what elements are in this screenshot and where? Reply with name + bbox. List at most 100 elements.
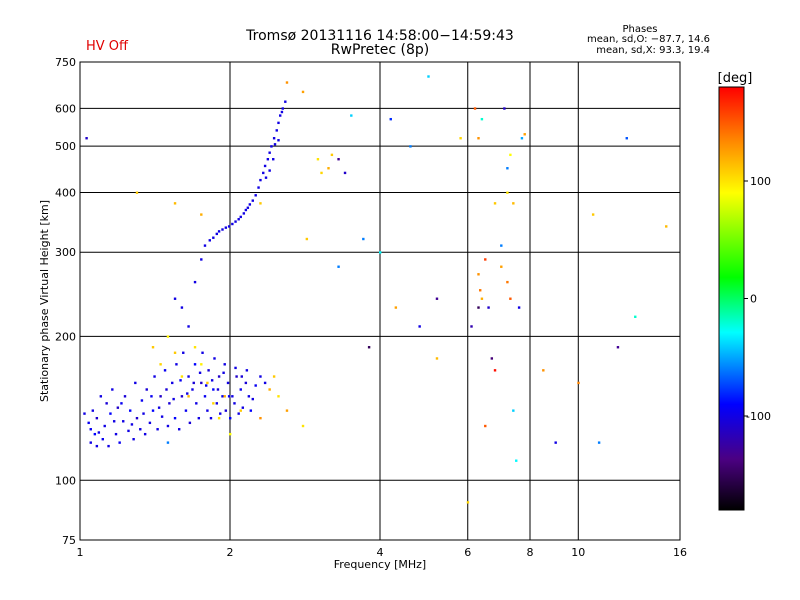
data-point [305,237,309,241]
data-point [216,388,220,391]
data-point [517,306,521,309]
data-point [123,395,127,398]
data-point [625,137,628,140]
data-point [418,325,421,328]
data-point [277,139,280,142]
data-point [665,225,668,228]
data-point [200,213,203,216]
data-point [173,351,177,354]
data-point [320,171,323,175]
data-point [248,203,252,206]
data-point [512,202,515,205]
data-point [247,395,251,398]
data-point [241,406,245,409]
data-point [201,351,204,354]
data-point [484,258,487,261]
data-point [89,441,92,444]
data-point [234,366,237,370]
data-point [203,395,207,398]
colorbar-ticks: -100 0 100 [744,175,771,423]
data-point [506,167,509,170]
data-point [191,388,194,391]
data-point [97,431,101,434]
data-point [111,388,114,391]
data-point [263,381,267,385]
data-point [285,81,289,84]
data-point [350,114,353,117]
data-point [227,225,231,228]
y-axis-label: Stationary phase Virtual Height [km] [38,200,51,402]
data-point [212,388,215,391]
data-point [159,363,162,366]
data-point [200,363,203,366]
data-point [237,412,240,415]
data-point [87,421,90,425]
data-point [362,237,365,241]
data-point [168,402,171,405]
y-tick-label: 500 [55,140,76,153]
data-point [153,375,156,378]
data-point [251,397,254,401]
data-point [389,117,392,121]
stats-line-o: mean, sd,O: −87.7, 14.6 [587,34,710,45]
data-point [263,164,267,168]
data-point [285,409,289,412]
data-point [634,315,637,319]
data-point [379,251,382,254]
data-point [135,416,139,420]
data-point [95,444,99,448]
data-point [275,129,278,132]
data-point [173,202,177,205]
data-point [114,432,118,436]
data-point [180,395,184,398]
data-point [91,409,95,412]
data-point [180,375,184,378]
data-point [279,114,282,117]
data-point [212,402,215,405]
data-point [231,395,234,398]
data-point [166,424,170,428]
x-tick-label: 2 [227,546,234,559]
data-point [480,297,484,300]
data-point [242,212,246,215]
data-point [273,143,277,146]
data-point [204,384,208,387]
data-point [240,375,243,378]
data-point [175,363,178,366]
data-point [591,213,595,216]
data-point [259,375,262,378]
y-tick-label: 600 [55,102,76,115]
data-point [509,297,512,300]
data-point [259,202,262,205]
data-point [459,137,462,140]
data-point [207,369,210,372]
data-point [166,335,170,338]
data-point [281,107,284,110]
data-point [503,107,506,110]
data-point [140,399,144,402]
data-point [221,228,224,231]
colorbar-tick-label: 0 [750,293,757,306]
data-point [142,412,145,415]
data-point [254,384,257,387]
data-point [597,441,601,444]
data-point [249,409,253,412]
data-point [212,236,215,239]
data-point [151,346,155,349]
data-point [222,371,225,374]
data-point [480,117,484,121]
data-point [143,432,147,436]
data-point [233,402,236,405]
data-point [105,402,108,405]
data-point [118,441,121,444]
data-point [132,437,135,441]
data-point [203,244,207,247]
data-point [239,409,242,412]
data-point [198,371,202,374]
data-point [85,137,88,140]
data-point [327,167,330,170]
data-point [217,230,221,233]
data-point [251,199,254,202]
colorbar-tick-label: -100 [746,410,771,423]
data-point [134,381,137,385]
